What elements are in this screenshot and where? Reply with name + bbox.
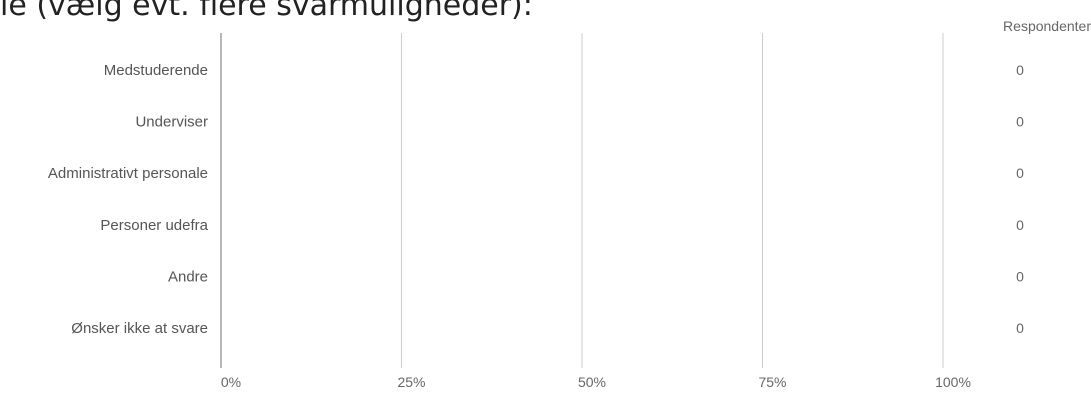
respondent-count: 0 (1016, 268, 1024, 284)
category-label: Administrativt personale (48, 165, 208, 182)
x-tick-label: 100% (935, 374, 971, 390)
respondent-counts: 0 0 0 0 0 0 (1016, 62, 1024, 336)
category-label: Underviser (135, 114, 208, 131)
category-label: Personer udefra (100, 217, 208, 234)
category-label: Andre (168, 268, 208, 285)
grid-lines (220, 33, 944, 368)
x-tick-label: 75% (758, 374, 786, 390)
counts-header: Respondenter (1003, 18, 1091, 34)
category-labels: Medstuderende Underviser Administrativt pe… (48, 62, 209, 337)
respondent-count: 0 (1016, 62, 1024, 78)
chart-title: le (vælg evt. flere svarmuligheder): (0, 0, 533, 23)
category-label: Ønsker ikke at svare (71, 320, 208, 337)
respondent-count: 0 (1016, 217, 1024, 233)
respondent-count: 0 (1016, 320, 1024, 336)
x-tick-label: 25% (397, 374, 425, 390)
x-tick-label: 0% (221, 374, 241, 390)
x-tick-label: 50% (578, 374, 606, 390)
category-label: Medstuderende (104, 62, 208, 79)
x-axis-ticks: 0% 25% 50% 75% 100% (221, 374, 971, 390)
respondent-count: 0 (1016, 114, 1024, 130)
respondent-count: 0 (1016, 165, 1024, 181)
